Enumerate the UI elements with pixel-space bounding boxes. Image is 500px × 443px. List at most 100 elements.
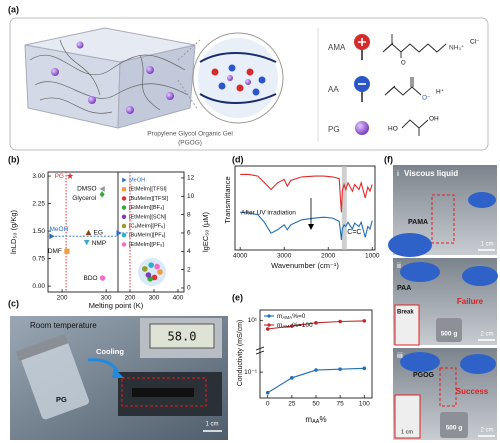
x-tick-label: 0 [266,401,270,408]
x-tick-label: 3000 [277,253,292,260]
legend-marker [121,187,127,192]
point-label: NMP [92,240,106,247]
sample: PG [56,395,67,404]
cluster-ball [151,274,158,281]
highlight-band [341,166,347,250]
data-point [362,366,367,371]
data-point [66,172,74,179]
x-label-part: % [319,415,326,424]
point-label: DMF [48,248,62,255]
point-label: DMSO [77,186,97,193]
sample: PAA [397,285,411,292]
x-tick-label: 25 [288,401,296,408]
panel-label: (c) [8,298,19,308]
data-point [99,191,105,198]
point-label: BDO [83,275,97,282]
series-line [267,367,365,394]
weight-label: 500 g [446,425,463,432]
y-axis-label: Conductivity (mS/cm) [237,320,244,387]
y-tick-label: 12 [187,175,195,182]
atom-label: OH [429,116,439,123]
annotation: After UV irradiation [241,210,296,217]
y-axis-label: lnLD₅₀ (g/Kg) [9,209,18,254]
atom-label: O [401,61,406,67]
legend-label: [EtMeIm][SCN] [129,214,167,220]
data-point [265,327,270,331]
y-tick-label: 0.00 [32,283,45,290]
data-point [362,319,367,323]
caption: Failure [457,297,484,306]
cluster-ball [148,262,154,268]
x-label-part: AA [312,419,320,425]
inset-label: Break [397,310,414,316]
panel-label: (f) [384,154,393,164]
sample: PAMA [408,219,428,226]
data-point [290,324,294,328]
y-tick-label: 0 [187,285,191,292]
x-tick-label: 2000 [321,253,336,260]
x-tick-label: 1000 [365,253,380,260]
cluster-ball [154,263,160,270]
y-axis-label: Transmittance [223,176,232,223]
legend-label: [EtMeIm][TFSI] [129,187,167,193]
legend-part: AMA [282,315,292,320]
data-point [338,367,342,371]
data-point [116,230,122,236]
x-tick-label: 50 [312,401,320,408]
data-point [83,239,90,246]
point-label: PG [55,173,64,180]
cluster-ball [142,266,148,272]
zoom-line [177,39,201,61]
x-tick-label: 300 [149,295,160,302]
legend-label: [EtMeIm][BF₄] [129,205,164,211]
y-tick-label: 10 [187,193,195,200]
data-point [85,229,92,236]
legend-marker [267,323,271,327]
data-point [49,233,55,240]
legend-marker [122,177,127,183]
legend-label: [BuMeIm][PF₆] [129,233,166,239]
legend-label: mAMA%=0 [277,313,306,320]
y-tick-label: 10¹ [248,317,258,324]
x-tick-label: 4000 [233,253,248,260]
atom-label: NH₃⁺ [449,45,465,52]
atom-label: H⁺ [436,89,445,96]
legend-marker [121,205,127,210]
legend-part: AMA [282,324,292,329]
y-tick-label: 0.75 [32,255,45,262]
y2-axis-label: lgEC₅₀ (μM) [201,211,210,252]
cluster-ball [145,272,152,278]
y-tick-label: 1.50 [32,228,45,235]
spectrum-line [240,211,373,240]
component-name: AMA [328,43,346,52]
data-point [64,248,70,254]
scale-label: 1 cm [401,429,413,435]
data-point [314,368,318,372]
structures [382,34,447,136]
gel-cube [24,27,196,129]
caption: Viscous liquid [404,169,458,178]
atom-label: O⁻ [422,95,431,102]
legend-marker [267,314,271,318]
scale-label: 1 cm [480,242,493,248]
data-point [338,319,342,324]
legend-marker [121,196,127,201]
data-point [265,390,270,395]
plot-frame [234,165,376,251]
y-tick-label: 10⁻¹ [244,369,258,376]
x-tick-label: 300 [101,295,112,302]
x-tick-label: 400 [173,295,184,302]
data-point [314,321,318,325]
data-point [99,186,105,192]
y-tick-label: 8 [187,211,191,218]
legend-marker [121,242,127,247]
legend-part: m [277,313,282,320]
row-index: iii [397,353,403,360]
x-tick-label: 200 [57,295,68,302]
annotation: C=C [347,229,361,236]
gel-name: Propylene Glycol Organic Gel [147,131,233,138]
panel-label: (e) [232,292,243,302]
panel-label: (b) [8,154,20,164]
data-point [99,275,106,281]
spectrum-line [240,173,373,213]
